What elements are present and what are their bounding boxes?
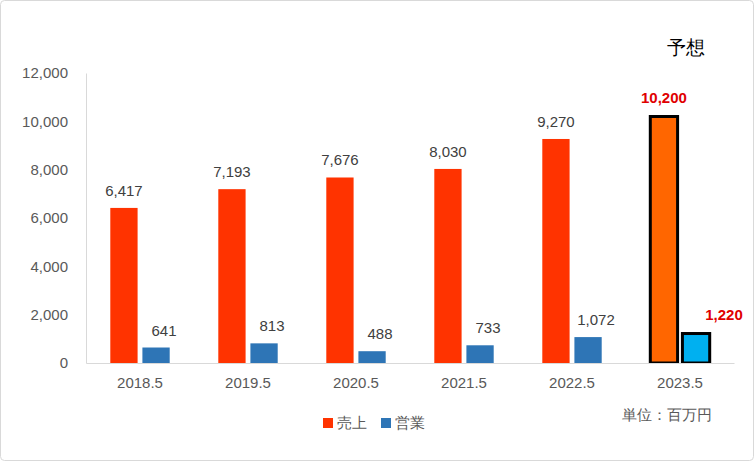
x-axis: 2018.5 2019.5 2020.5 2021.5 2022.5 2023.5 — [87, 363, 735, 391]
annotation: 予想 — [667, 37, 705, 58]
bar — [466, 345, 493, 363]
bar — [650, 117, 677, 364]
legend-label: 営業 — [395, 414, 425, 431]
bar — [110, 208, 137, 363]
x-tick: 2018.5 — [117, 363, 163, 391]
data-label: 10,200 — [641, 89, 687, 106]
data-label: 488 — [368, 325, 393, 342]
y-tick: 4,000 — [30, 258, 86, 275]
x-tick-label: 2022.5 — [549, 374, 595, 391]
bar — [542, 139, 569, 363]
legend-swatch — [323, 418, 333, 428]
x-tick: 2019.5 — [225, 363, 271, 391]
bar — [574, 337, 601, 363]
y-tick-label: 4,000 — [30, 258, 68, 275]
bars — [110, 117, 709, 364]
legend-label: 売上 — [337, 414, 367, 431]
x-tick-label: 2018.5 — [117, 374, 163, 391]
legend-swatch — [381, 418, 391, 428]
legend: 売上 営業 — [323, 414, 425, 431]
y-axis-line — [86, 74, 87, 364]
data-label: 641 — [152, 322, 177, 339]
x-tick-label: 2023.5 — [657, 374, 703, 391]
y-tick: 10,000 — [22, 113, 86, 130]
x-tick-label: 2021.5 — [441, 374, 487, 391]
annotation: 単位：百万円 — [622, 406, 712, 423]
bar — [250, 343, 277, 363]
y-tick: 12,000 — [22, 64, 86, 81]
bar — [682, 334, 709, 363]
y-tick-label: 12,000 — [22, 64, 68, 81]
x-tick-label: 2020.5 — [333, 374, 379, 391]
bar — [326, 177, 353, 363]
data-label: 7,193 — [213, 163, 251, 180]
data-label: 733 — [476, 319, 501, 336]
y-tick: 0 — [60, 354, 86, 371]
bar — [218, 189, 245, 363]
x-tick: 2020.5 — [333, 363, 379, 391]
data-label: 8,030 — [429, 143, 467, 160]
x-tick: 2022.5 — [549, 363, 595, 391]
data-label: 813 — [260, 317, 285, 334]
y-axis: 0 2,000 4,000 6,000 8,000 10,000 12,000 — [22, 64, 86, 371]
bar — [434, 169, 461, 363]
data-label: 1,072 — [577, 311, 615, 328]
bar — [358, 351, 385, 363]
y-tick: 8,000 — [30, 161, 86, 178]
y-tick-label: 10,000 — [22, 113, 68, 130]
chart-frame — [1, 1, 754, 461]
x-tick: 2021.5 — [441, 363, 487, 391]
y-tick: 6,000 — [30, 209, 86, 226]
data-label: 1,220 — [705, 306, 743, 323]
y-tick-label: 2,000 — [30, 306, 68, 323]
x-tick-label: 2019.5 — [225, 374, 271, 391]
y-tick-label: 6,000 — [30, 209, 68, 226]
data-labels: 6,417 7,193 7,676 8,030 9,270 10,200 641 813 488… — [105, 89, 743, 343]
data-label: 7,676 — [321, 151, 359, 168]
x-tick: 2023.5 — [657, 363, 703, 391]
y-tick: 2,000 — [30, 306, 86, 323]
data-label: 9,270 — [537, 113, 575, 130]
bar — [142, 348, 169, 363]
x-axis-line — [87, 363, 735, 364]
y-tick-label: 8,000 — [30, 161, 68, 178]
annotations: 予想単位：百万円 — [622, 37, 712, 423]
chart: 0 2,000 4,000 6,000 8,000 10,000 12,000 6,417 7,… — [0, 0, 754, 461]
y-tick-label: 0 — [60, 354, 68, 371]
data-label: 6,417 — [105, 182, 143, 199]
